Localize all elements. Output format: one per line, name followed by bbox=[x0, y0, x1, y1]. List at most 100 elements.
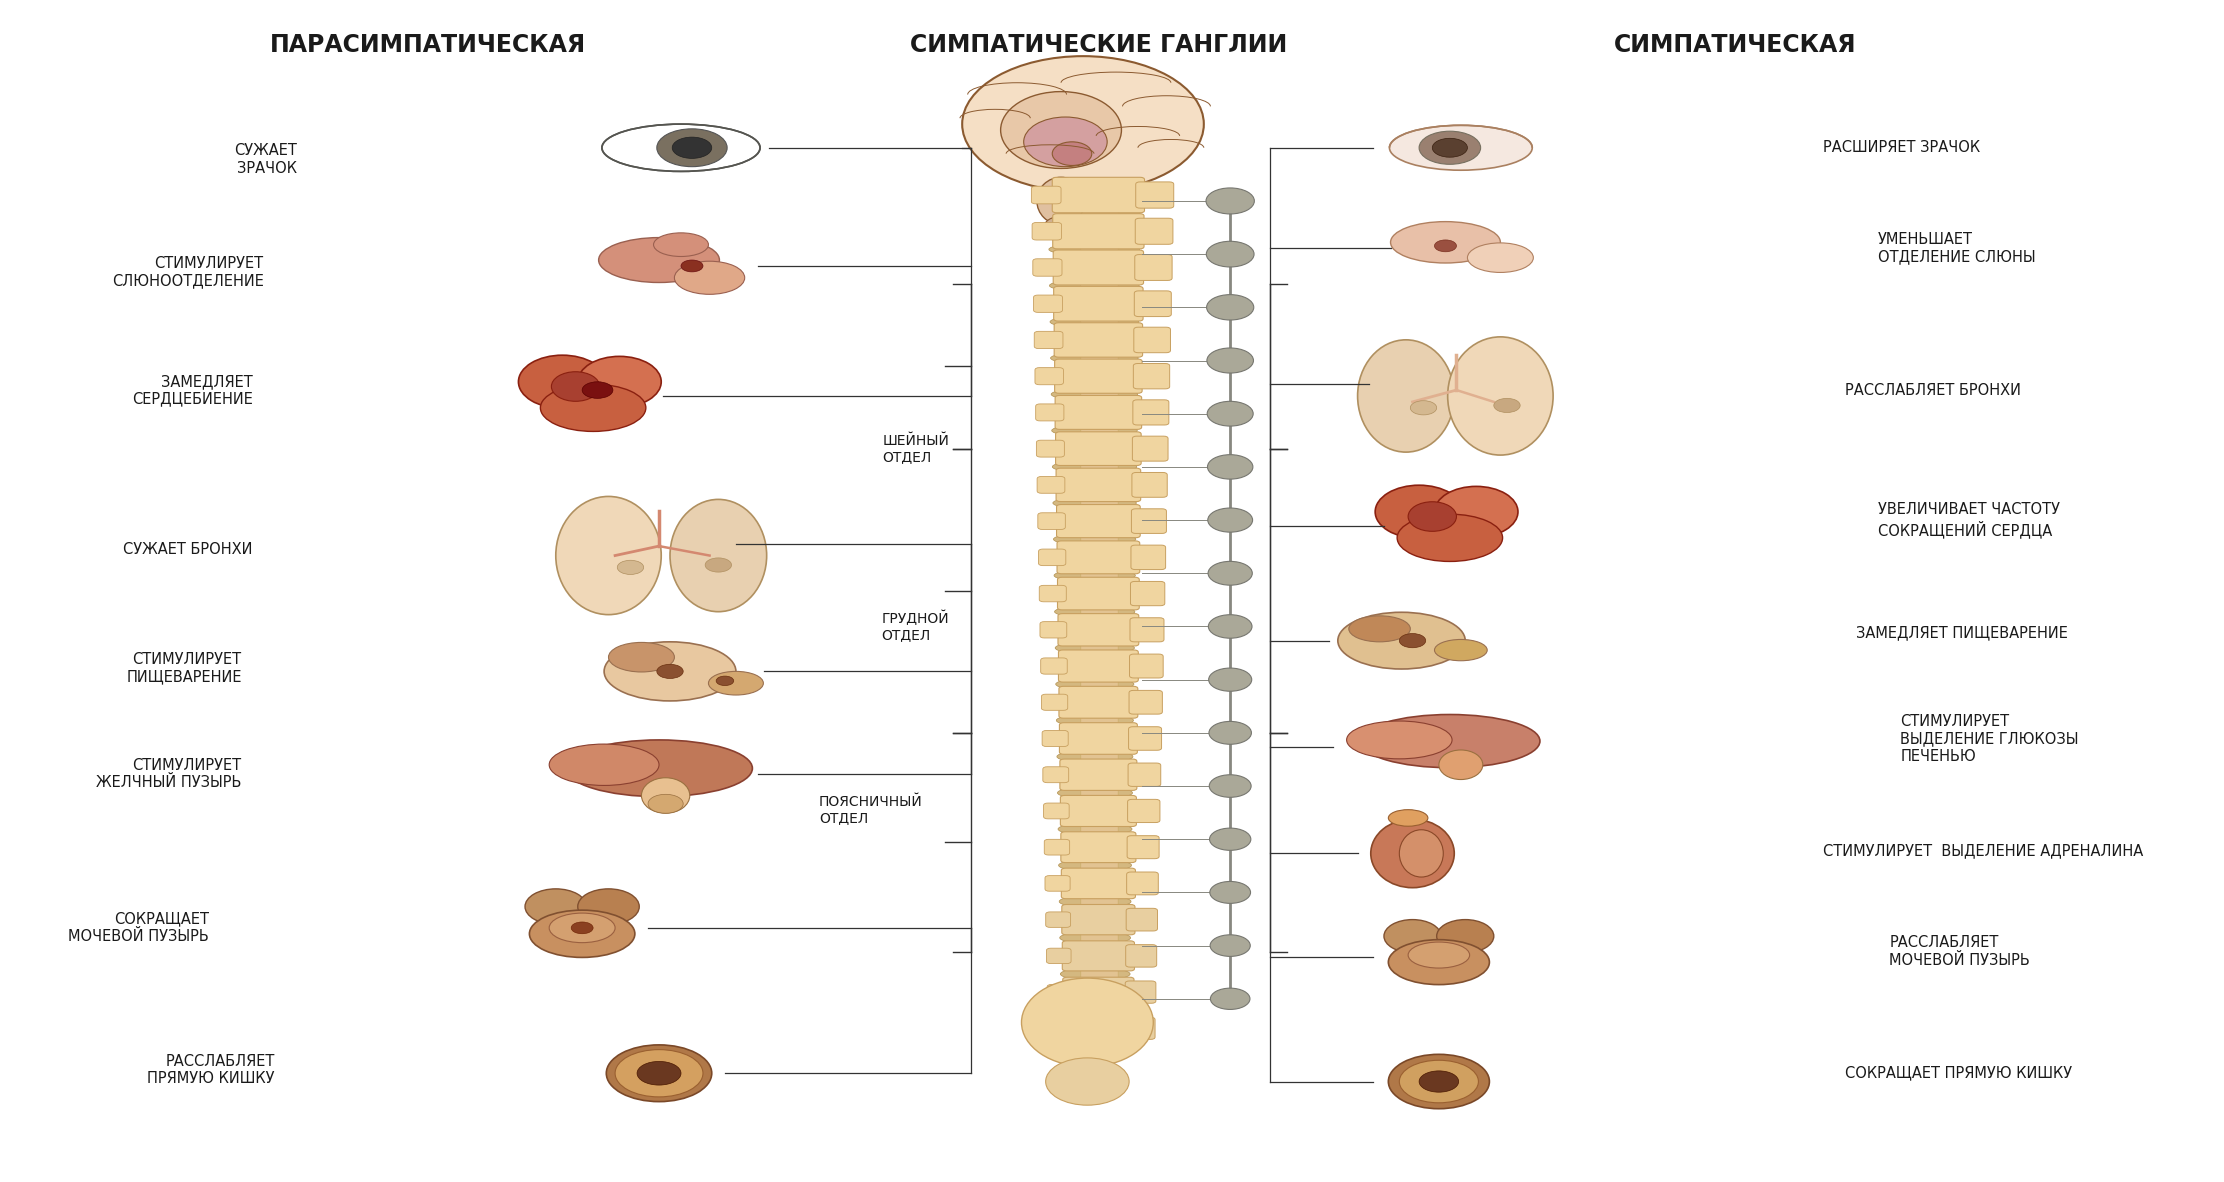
Circle shape bbox=[1208, 455, 1252, 479]
Text: ЗАМЕДЛЯЕТ ПИЩЕВАРЕНИЕ: ЗАМЕДЛЯЕТ ПИЩЕВАРЕНИЕ bbox=[1857, 625, 2068, 639]
Ellipse shape bbox=[1052, 461, 1136, 473]
Circle shape bbox=[1210, 882, 1250, 903]
Ellipse shape bbox=[1357, 340, 1454, 452]
Ellipse shape bbox=[1408, 501, 1457, 531]
Circle shape bbox=[636, 1061, 681, 1085]
FancyBboxPatch shape bbox=[1130, 654, 1163, 678]
FancyBboxPatch shape bbox=[1059, 687, 1139, 719]
Ellipse shape bbox=[565, 740, 752, 797]
FancyBboxPatch shape bbox=[1125, 944, 1156, 967]
FancyBboxPatch shape bbox=[1036, 476, 1065, 493]
Ellipse shape bbox=[654, 233, 709, 256]
Circle shape bbox=[583, 382, 614, 398]
Ellipse shape bbox=[1408, 942, 1470, 968]
FancyBboxPatch shape bbox=[1134, 291, 1172, 317]
FancyBboxPatch shape bbox=[1032, 187, 1061, 203]
Ellipse shape bbox=[1052, 424, 1136, 437]
Circle shape bbox=[1210, 988, 1250, 1009]
Ellipse shape bbox=[1059, 859, 1132, 871]
Text: СИМПАТИЧЕСКИЕ ГАНГЛИИ: СИМПАТИЧЕСКИЕ ГАНГЛИИ bbox=[910, 33, 1288, 57]
Text: ГРУДНОЙ
ОТДЕЛ: ГРУДНОЙ ОТДЕЛ bbox=[881, 611, 950, 642]
Circle shape bbox=[1208, 402, 1252, 426]
Ellipse shape bbox=[1054, 605, 1134, 618]
Ellipse shape bbox=[1050, 243, 1139, 255]
Text: СТИМУЛИРУЕТ  ВЫДЕЛЕНИЕ АДРЕНАЛИНА: СТИМУЛИРУЕТ ВЫДЕЛЕНИЕ АДРЕНАЛИНА bbox=[1824, 844, 2144, 858]
Ellipse shape bbox=[607, 1045, 712, 1102]
Ellipse shape bbox=[1059, 895, 1132, 908]
FancyBboxPatch shape bbox=[1045, 911, 1070, 928]
Ellipse shape bbox=[1390, 125, 1532, 170]
FancyBboxPatch shape bbox=[1045, 876, 1070, 891]
FancyBboxPatch shape bbox=[1034, 296, 1063, 312]
Ellipse shape bbox=[1434, 639, 1488, 661]
Ellipse shape bbox=[578, 889, 638, 924]
Text: ШЕЙНЫЙ
ОТДЕЛ: ШЕЙНЫЙ ОТДЕЛ bbox=[883, 434, 950, 465]
FancyBboxPatch shape bbox=[1059, 613, 1139, 647]
Ellipse shape bbox=[1346, 721, 1452, 759]
FancyBboxPatch shape bbox=[1130, 582, 1165, 605]
Text: СОКРАЩАЕТ ПРЯМУЮ КИШКУ: СОКРАЩАЕТ ПРЯМУЮ КИШКУ bbox=[1846, 1066, 2073, 1080]
FancyBboxPatch shape bbox=[1128, 872, 1159, 895]
Text: ПАРАСИМПАТИЧЕСКАЯ: ПАРАСИМПАТИЧЕСКАЯ bbox=[271, 33, 587, 57]
Text: СУЖАЕТ
ЗРАЧОК: СУЖАЕТ ЗРАЧОК bbox=[234, 143, 296, 176]
Ellipse shape bbox=[1056, 786, 1132, 799]
Ellipse shape bbox=[669, 499, 767, 612]
FancyBboxPatch shape bbox=[1048, 1021, 1072, 1035]
Ellipse shape bbox=[549, 745, 658, 786]
FancyBboxPatch shape bbox=[1034, 331, 1063, 349]
Ellipse shape bbox=[1397, 514, 1503, 561]
FancyBboxPatch shape bbox=[1132, 436, 1168, 461]
Circle shape bbox=[618, 560, 643, 574]
Ellipse shape bbox=[1045, 1058, 1130, 1105]
Ellipse shape bbox=[1050, 352, 1139, 364]
Text: СТИМУЛИРУЕТ
ВЫДЕЛЕНИЕ ГЛЮКОЗЫ
ПЕЧЕНЬЮ: СТИМУЛИРУЕТ ВЫДЕЛЕНИЕ ГЛЮКОЗЫ ПЕЧЕНЬЮ bbox=[1899, 714, 2079, 764]
FancyBboxPatch shape bbox=[1125, 908, 1156, 931]
FancyBboxPatch shape bbox=[1130, 690, 1163, 714]
FancyBboxPatch shape bbox=[1061, 868, 1136, 898]
Circle shape bbox=[1432, 138, 1468, 157]
Ellipse shape bbox=[1050, 279, 1139, 292]
Ellipse shape bbox=[1050, 316, 1139, 329]
Text: СОКРАЩАЕТ
МОЧЕВОЙ ПУЗЫРЬ: СОКРАЩАЕТ МОЧЕВОЙ ПУЗЫРЬ bbox=[69, 911, 209, 944]
FancyBboxPatch shape bbox=[1130, 618, 1163, 642]
FancyBboxPatch shape bbox=[1128, 727, 1161, 751]
Ellipse shape bbox=[1388, 940, 1490, 985]
FancyBboxPatch shape bbox=[1128, 764, 1161, 786]
Ellipse shape bbox=[963, 56, 1203, 191]
Circle shape bbox=[1419, 1071, 1459, 1092]
Text: ЗАМЕДЛЯЕТ
СЕРДЦЕБИЕНИЕ: ЗАМЕДЛЯЕТ СЕРДЦЕБИЕНИЕ bbox=[131, 374, 254, 407]
Text: РАССЛАБЛЯЕТ
ПРЯМУЮ КИШКУ: РАССЛАБЛЯЕТ ПРЯМУЮ КИШКУ bbox=[147, 1053, 274, 1086]
FancyBboxPatch shape bbox=[1136, 182, 1174, 208]
Text: СТИМУЛИРУЕТ
ПИЩЕВАРЕНИЕ: СТИМУЛИРУЕТ ПИЩЕВАРЕНИЕ bbox=[127, 651, 242, 684]
FancyBboxPatch shape bbox=[1081, 194, 1119, 1030]
FancyBboxPatch shape bbox=[1041, 694, 1068, 710]
Circle shape bbox=[1399, 634, 1426, 648]
FancyBboxPatch shape bbox=[1056, 468, 1141, 501]
FancyBboxPatch shape bbox=[1039, 513, 1065, 530]
FancyBboxPatch shape bbox=[1054, 323, 1143, 357]
FancyBboxPatch shape bbox=[1043, 803, 1070, 819]
Text: ПОЯСНИЧНЫЙ
ОТДЕЛ: ПОЯСНИЧНЫЙ ОТДЕЛ bbox=[818, 794, 923, 825]
Ellipse shape bbox=[549, 913, 616, 943]
Circle shape bbox=[647, 794, 683, 813]
Ellipse shape bbox=[1052, 388, 1139, 401]
FancyBboxPatch shape bbox=[1039, 585, 1065, 602]
Ellipse shape bbox=[525, 889, 587, 924]
Circle shape bbox=[1399, 1060, 1479, 1103]
FancyBboxPatch shape bbox=[1134, 364, 1170, 389]
Ellipse shape bbox=[1434, 487, 1519, 537]
FancyBboxPatch shape bbox=[1059, 722, 1136, 754]
Text: УМЕНЬШАЕТ
ОТДЕЛЕНИЕ СЛЮНЫ: УМЕНЬШАЕТ ОТДЕЛЕНИЕ СЛЮНЫ bbox=[1879, 232, 2035, 265]
Text: СТИМУЛИРУЕТ
ЖЕЛЧНЫЙ ПУЗЫРЬ: СТИМУЛИРУЕТ ЖЕЛЧНЫЙ ПУЗЫРЬ bbox=[96, 758, 242, 791]
FancyBboxPatch shape bbox=[1128, 836, 1159, 858]
Ellipse shape bbox=[605, 642, 736, 701]
FancyBboxPatch shape bbox=[1061, 795, 1136, 826]
Ellipse shape bbox=[1056, 751, 1132, 762]
Ellipse shape bbox=[1448, 337, 1552, 455]
FancyBboxPatch shape bbox=[1054, 396, 1141, 429]
FancyBboxPatch shape bbox=[1125, 1018, 1154, 1039]
Circle shape bbox=[1495, 398, 1521, 413]
Circle shape bbox=[1419, 131, 1481, 164]
FancyBboxPatch shape bbox=[1034, 368, 1063, 384]
FancyBboxPatch shape bbox=[1043, 730, 1068, 747]
